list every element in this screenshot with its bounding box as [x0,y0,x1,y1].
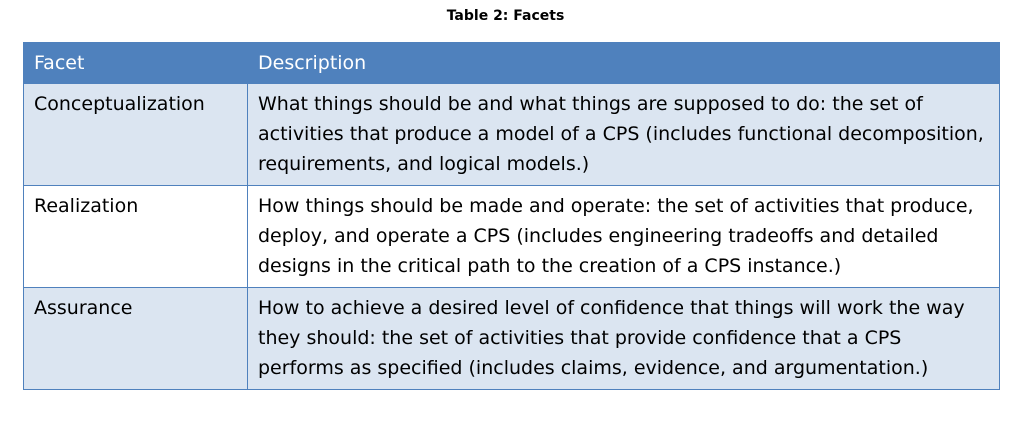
description-cell: How to achieve a desired level of confid… [247,287,1000,390]
table-row: Conceptualization What things should be … [23,83,1000,186]
table-caption: Table 2: Facets [446,8,565,24]
description-cell: How things should be made and operate: t… [247,185,1000,288]
facet-cell: Conceptualization [23,83,248,186]
facets-table: Facet Description Conceptualization What… [23,42,1000,390]
column-header-facet: Facet [23,42,248,84]
column-header-description: Description [247,42,1000,84]
facet-cell: Assurance [23,287,248,390]
description-cell: What things should be and what things ar… [247,83,1000,186]
facet-cell: Realization [23,185,248,288]
table-row: Realization How things should be made an… [23,185,1000,288]
table-row: Assurance How to achieve a desired level… [23,287,1000,390]
table-header-row: Facet Description [23,42,1000,84]
